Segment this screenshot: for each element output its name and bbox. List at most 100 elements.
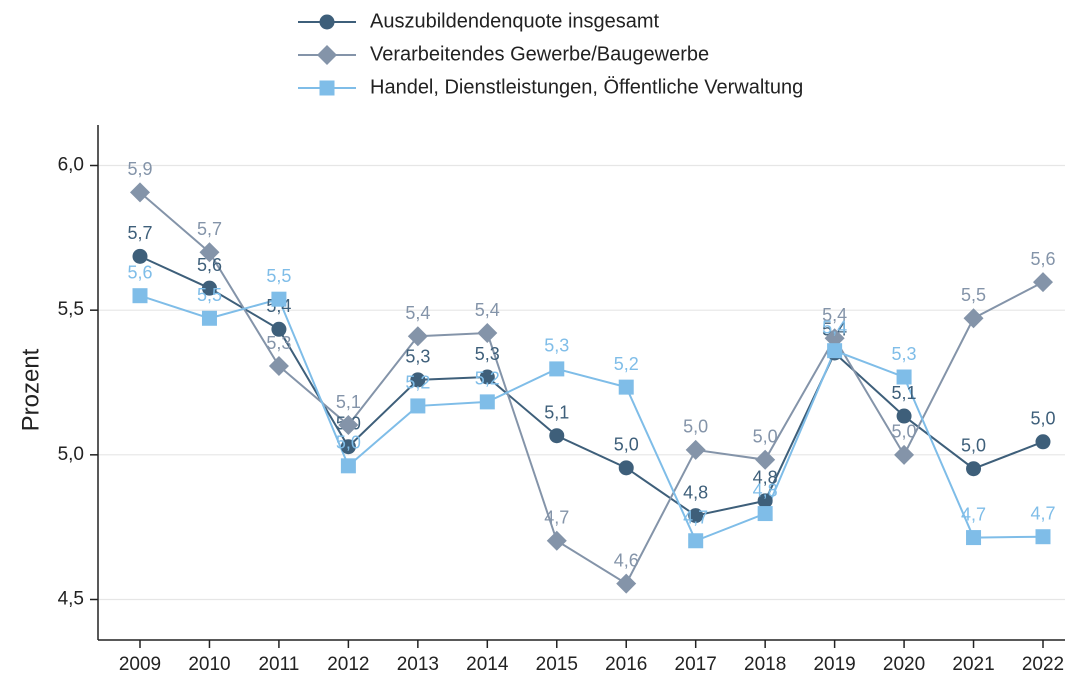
data-point [963,308,984,329]
value-label: 5,2 [614,354,639,374]
x-tick-label: 2014 [466,654,509,675]
y-axis-label: Prozent [17,348,44,431]
value-label: 5,6 [1030,249,1055,269]
x-tick-label: 2016 [605,654,647,675]
data-point [618,379,634,395]
value-label: 5,6 [127,262,152,282]
data-point [268,356,289,377]
value-label: 5,4 [822,317,847,337]
value-label: 5,0 [683,417,708,437]
data-point [477,323,498,344]
value-label: 5,0 [892,422,917,442]
legend-label: Handel, Dienstleistungen, Öffentliche Ve… [370,76,803,98]
value-label: 5,9 [127,159,152,179]
x-tick-label: 2022 [1022,654,1064,675]
x-tick-label: 2020 [883,654,925,675]
value-label: 5,4 [475,300,500,320]
y-tick-label: 4,5 [58,589,84,610]
data-point [618,460,634,476]
x-tick-label: 2010 [188,654,230,675]
x-tick-label: 2009 [119,654,161,675]
data-point [340,458,356,474]
x-tick-label: 2019 [813,654,855,675]
value-label: 5,5 [197,285,222,305]
data-point [894,444,915,465]
value-label: 5,3 [892,344,917,364]
y-tick-label: 5,5 [58,299,84,320]
data-point [896,408,912,424]
data-point [338,415,359,436]
x-tick-label: 2017 [675,654,717,675]
value-label: 5,1 [336,392,361,412]
value-label: 4,8 [683,482,708,502]
legend-label: Auszubildendenquote insgesamt [370,10,660,32]
value-label: 5,0 [961,435,986,455]
series-line [139,255,1044,517]
legend-marker [317,45,337,65]
value-label: 5,3 [475,344,500,364]
legend-marker [319,80,335,96]
data-point [755,449,776,470]
series-line [139,191,1044,585]
data-point [130,182,150,203]
value-label: 4,8 [753,480,778,500]
data-point [1035,529,1051,545]
data-point [685,439,706,460]
data-point [1035,434,1051,450]
value-label: 5,5 [961,285,986,305]
x-tick-label: 2012 [327,654,369,675]
value-label: 4,7 [1030,503,1055,523]
data-point [201,310,217,326]
data-point [966,461,982,477]
value-label: 5,3 [266,333,291,353]
y-tick-label: 5,0 [58,444,84,465]
data-point [549,428,565,444]
value-label: 4,7 [683,508,708,528]
value-label: 5,2 [405,373,430,393]
x-tick-label: 2013 [397,654,439,675]
data-point [966,530,982,546]
value-label: 5,0 [753,427,778,447]
data-point [479,394,495,410]
data-point [757,506,773,522]
data-point [1033,272,1053,293]
value-label: 5,1 [892,383,917,403]
data-point [546,530,567,551]
x-tick-label: 2018 [744,654,786,675]
value-label: 4,6 [614,550,639,570]
legend-label: Verarbeitendes Gewerbe/Baugewerbe [370,43,709,65]
value-label: 5,5 [266,266,291,286]
value-label: 5,3 [544,336,569,356]
data-point [616,573,637,594]
x-tick-label: 2015 [536,654,578,675]
y-tick-label: 6,0 [58,155,84,176]
data-point [410,398,426,414]
data-point [688,508,704,524]
data-point [410,372,426,388]
value-label: 5,6 [197,255,222,275]
data-point [827,343,843,359]
data-point [757,493,773,509]
value-label: 4,8 [753,468,778,488]
data-point [549,361,565,377]
data-point [199,242,220,263]
value-label: 5,0 [336,433,361,453]
data-point [688,533,704,549]
data-point [201,280,217,296]
x-tick-label: 2021 [952,654,994,675]
data-point [132,248,148,264]
value-label: 5,4 [405,303,430,323]
legend-marker [319,14,335,30]
value-label: 5,4 [822,305,847,325]
value-label: 5,0 [1030,409,1055,429]
value-label: 4,7 [544,508,569,528]
value-label: 5,7 [197,219,222,239]
value-label: 4,7 [961,504,986,524]
series-line [139,294,1044,543]
x-tick-label: 2011 [258,654,299,675]
value-label: 5,0 [614,435,639,455]
data-point [479,369,495,385]
data-point [271,291,287,307]
data-point [407,326,428,347]
